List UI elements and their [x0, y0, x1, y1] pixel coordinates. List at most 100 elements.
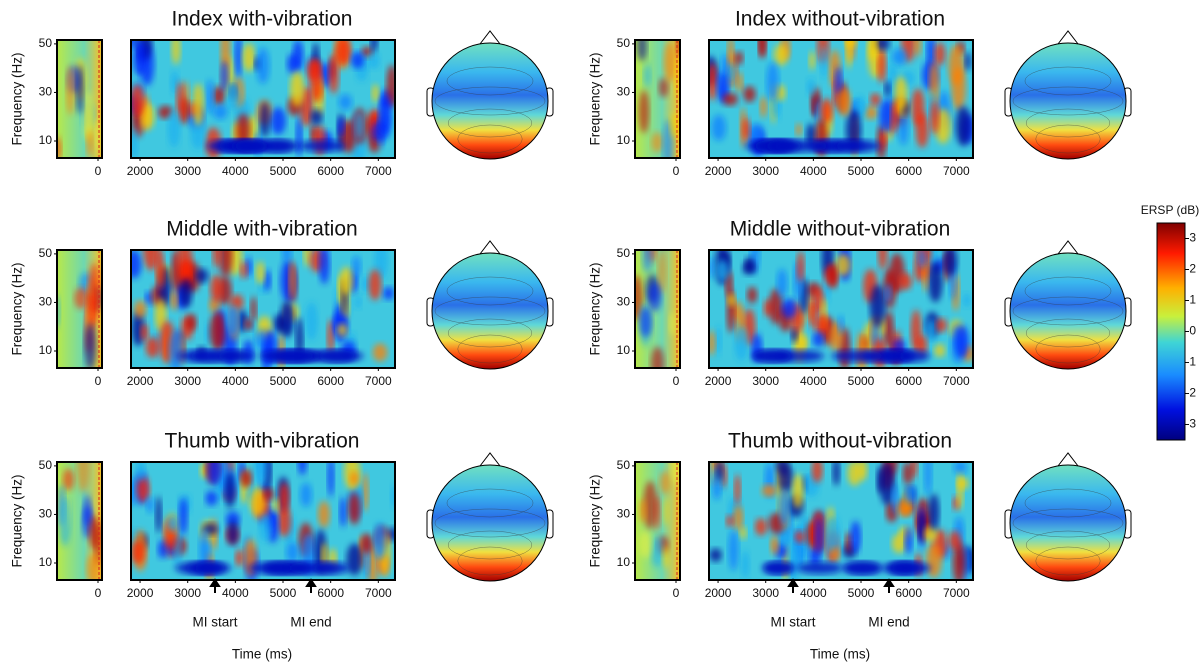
blob [57, 136, 62, 158]
blob [918, 511, 925, 543]
blob [155, 250, 165, 290]
y-tick-label: 30 [39, 295, 53, 309]
x-tick-label: 5000 [848, 164, 875, 178]
x-tick-label: 3000 [752, 374, 779, 388]
blob [948, 530, 961, 550]
blob [916, 334, 928, 356]
panel: Index with-vibration Frequency (Hz) 50 30 10… [10, 8, 554, 178]
blob [290, 71, 305, 107]
blob [131, 311, 145, 347]
y-tick-label: 10 [39, 555, 53, 569]
blob [814, 516, 823, 557]
blob [876, 466, 884, 494]
blob [890, 101, 898, 135]
x-tick-label: 7000 [365, 374, 392, 388]
blob [295, 317, 304, 361]
blob [240, 261, 248, 279]
scalp [431, 42, 549, 160]
blob [83, 494, 92, 527]
baseline-frame [634, 39, 681, 159]
blob [709, 330, 716, 356]
baseline-image [57, 250, 102, 368]
blob [242, 43, 256, 72]
colorbar-tick-label: 2 [1189, 262, 1196, 276]
x-tick-label: 7000 [365, 164, 392, 178]
blob [179, 497, 188, 535]
spectrogram-frame [708, 249, 974, 369]
blob [790, 328, 798, 343]
blob [884, 80, 891, 97]
blob [337, 117, 345, 137]
blob [296, 116, 303, 158]
blob [279, 482, 290, 516]
blob [897, 501, 911, 517]
contour [1035, 334, 1101, 364]
x-tick-label: 0 [95, 586, 102, 600]
blob [171, 40, 181, 65]
blob [874, 40, 890, 51]
blob [235, 40, 242, 79]
blob [837, 315, 844, 334]
contour [457, 546, 523, 576]
blob [318, 350, 356, 362]
blob [362, 472, 369, 512]
blob [658, 77, 669, 98]
blob [339, 496, 347, 528]
blob [943, 250, 958, 276]
blob [651, 132, 663, 153]
y-tick-label: 10 [39, 133, 53, 147]
blob [736, 71, 744, 93]
blob [647, 282, 662, 312]
blob [811, 462, 823, 483]
blob [207, 462, 222, 486]
blob [899, 350, 930, 362]
x-tick-label: 2000 [127, 374, 154, 388]
blob [828, 262, 838, 290]
blob [234, 140, 267, 152]
blob [879, 462, 895, 506]
blob [327, 319, 335, 354]
blob [383, 286, 395, 300]
blob [914, 40, 922, 57]
blob [727, 293, 736, 307]
x-tick-label: 2000 [127, 586, 154, 600]
x-tick-label: 2000 [705, 586, 732, 600]
x-tick-label: 2000 [705, 164, 732, 178]
blob [948, 44, 965, 86]
panel-title: Middle with-vibration [166, 218, 357, 241]
contour [1025, 318, 1111, 348]
blob [66, 65, 75, 116]
blob [289, 260, 296, 299]
baseline-image [57, 40, 102, 158]
nose [478, 30, 502, 45]
x-tick-label: 6000 [895, 374, 922, 388]
blob [903, 462, 913, 485]
baseline-frame [634, 461, 681, 581]
blob [166, 514, 180, 532]
blob [953, 462, 967, 475]
panel: Middle without-vibration Frequency (Hz) 50… [588, 218, 1132, 388]
x-tick-label: 5000 [270, 374, 297, 388]
blob [638, 530, 652, 559]
blob [88, 262, 101, 313]
blob [911, 462, 918, 479]
blob [711, 114, 727, 141]
blob [769, 288, 783, 325]
blob [313, 562, 350, 574]
x-tick-label: 5000 [270, 164, 297, 178]
baseline-frame [56, 461, 103, 581]
colorbar-tick-label: -3 [1185, 417, 1196, 431]
blob [131, 476, 138, 506]
blob [850, 520, 861, 554]
baseline-frame [634, 249, 681, 369]
panel-title: Index with-vibration [172, 8, 353, 31]
blob [179, 278, 193, 308]
contour [1035, 546, 1101, 576]
blob [925, 319, 936, 344]
blob [770, 535, 779, 555]
blob [670, 462, 680, 485]
blob [226, 82, 240, 111]
y-axis-label: Frequency (Hz) [588, 262, 603, 355]
baseline-frame [56, 249, 103, 369]
blob [934, 42, 946, 66]
